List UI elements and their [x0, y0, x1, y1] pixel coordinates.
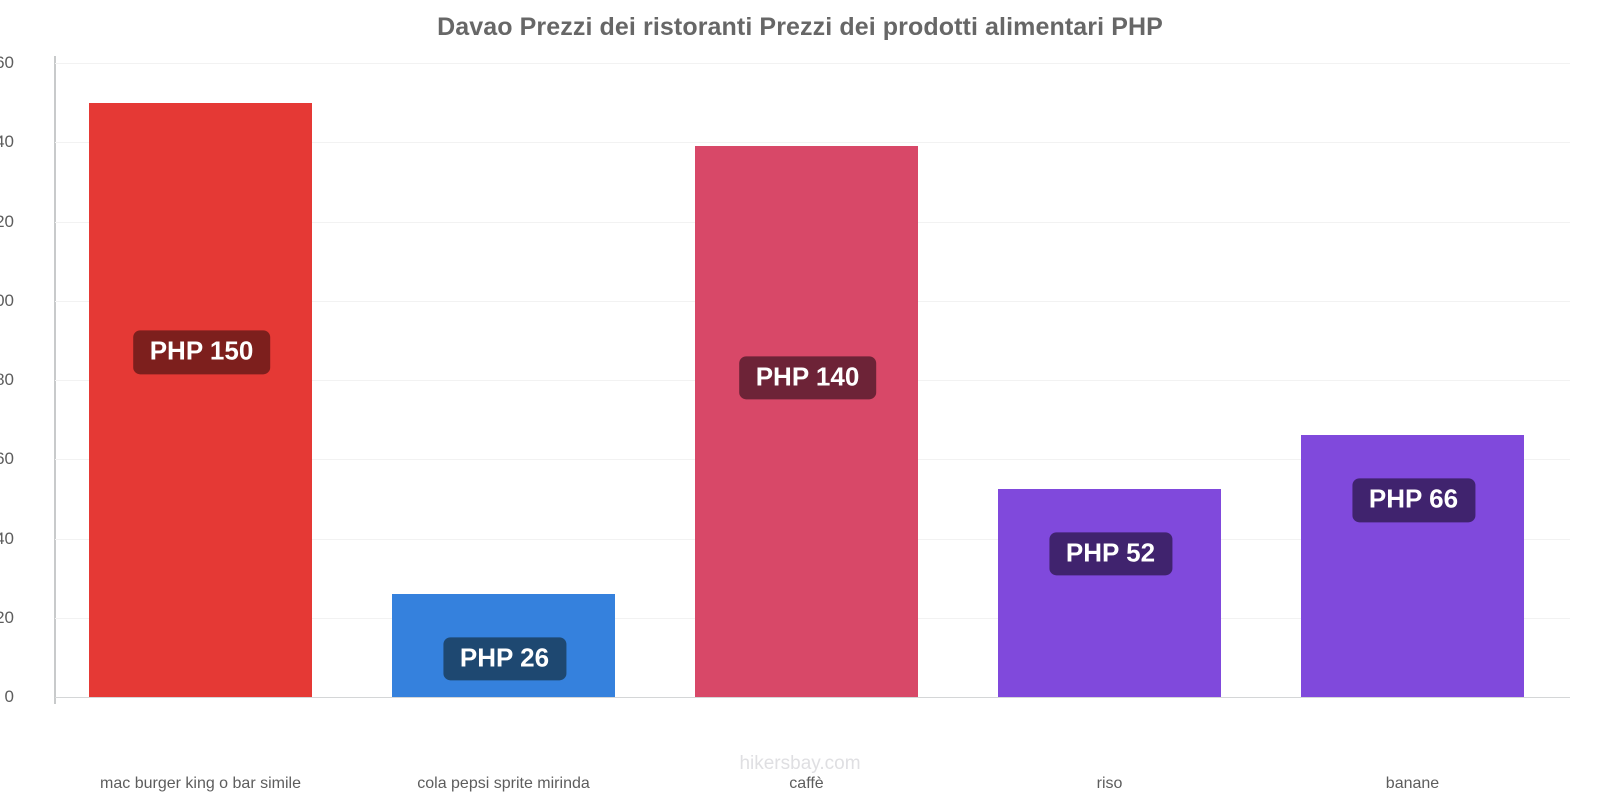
x-axis-tick-label: banane [1385, 775, 1440, 792]
bar[interactable] [695, 146, 918, 697]
y-axis-tick-label: 0 [4, 687, 14, 706]
y-gridline [55, 697, 1570, 698]
y-axis-tick-label: 40 [0, 528, 14, 548]
y-axis-tick-label: 140 [0, 132, 14, 152]
y-axis-tick-label: 20 [0, 607, 14, 627]
y-gridline [55, 142, 1570, 144]
y-axis-tick-label: 100 [0, 290, 14, 310]
bar-value-label: PHP 66 [1351, 478, 1476, 523]
bar[interactable] [1301, 435, 1524, 697]
bar-value-label: PHP 140 [738, 355, 877, 400]
y-axis-tick-label: 60 [0, 449, 14, 469]
y-axis-tick-label: 160 [0, 53, 14, 72]
plot-area: 0 20 40 60 80 100 120 140 160 PHP 150 mac burger k… [0, 53, 1570, 792]
footer-watermark: hikersbay.com [739, 753, 861, 774]
x-axis-tick-label: caffè [789, 775, 824, 792]
x-axis-tick-label: mac burger king o bar simile [100, 775, 301, 792]
bar-value-label: PHP 150 [132, 330, 271, 374]
y-axis-tick-label: 80 [0, 370, 14, 389]
x-axis-tick-label: cola pepsi sprite mirinda [417, 775, 590, 792]
bar[interactable] [89, 102, 312, 697]
chart-title: Davao Prezzi dei ristoranti Prezzi dei p… [437, 13, 1163, 41]
y-gridline [55, 63, 1570, 64]
x-axis-tick-label: riso [1096, 775, 1123, 792]
bar-value-label: PHP 26 [442, 637, 567, 681]
bar[interactable] [998, 488, 1221, 697]
y-axis-tick-label: 120 [0, 211, 14, 231]
bar-value-label: PHP 52 [1048, 532, 1173, 576]
